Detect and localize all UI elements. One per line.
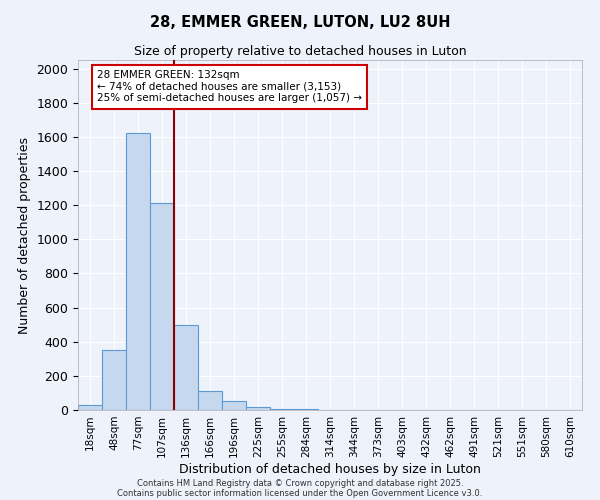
Bar — [246, 406, 270, 410]
Bar — [126, 134, 150, 410]
Text: Contains HM Land Registry data © Crown copyright and database right 2025.: Contains HM Land Registry data © Crown c… — [137, 478, 463, 488]
X-axis label: Distribution of detached houses by size in Luton: Distribution of detached houses by size … — [179, 462, 481, 475]
Bar — [78, 405, 102, 410]
Bar — [150, 204, 174, 410]
Bar — [174, 324, 198, 410]
Bar — [270, 408, 294, 410]
Bar — [222, 402, 246, 410]
Bar — [198, 391, 222, 410]
Text: Size of property relative to detached houses in Luton: Size of property relative to detached ho… — [134, 45, 466, 58]
Text: Contains public sector information licensed under the Open Government Licence v3: Contains public sector information licen… — [118, 488, 482, 498]
Text: 28 EMMER GREEN: 132sqm
← 74% of detached houses are smaller (3,153)
25% of semi-: 28 EMMER GREEN: 132sqm ← 74% of detached… — [97, 70, 362, 103]
Text: 28, EMMER GREEN, LUTON, LU2 8UH: 28, EMMER GREEN, LUTON, LU2 8UH — [150, 15, 450, 30]
Y-axis label: Number of detached properties: Number of detached properties — [18, 136, 31, 334]
Bar — [102, 350, 126, 410]
